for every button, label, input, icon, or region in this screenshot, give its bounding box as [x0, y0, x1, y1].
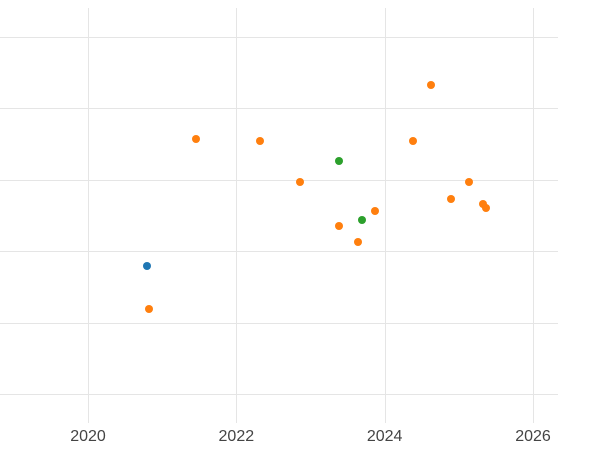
data-point-orange-series [353, 237, 362, 246]
vertical-gridline [384, 8, 386, 423]
data-point-orange-series [446, 195, 455, 204]
horizontal-gridline [0, 251, 558, 253]
x-tick-label: 2024 [366, 428, 403, 445]
data-point-green-series [334, 157, 343, 166]
vertical-gridline [88, 8, 89, 423]
horizontal-gridline [0, 394, 558, 395]
data-point-orange-series [427, 80, 436, 89]
data-point-blue-series [142, 262, 151, 271]
horizontal-gridline [0, 179, 558, 181]
data-point-orange-series [482, 204, 491, 213]
data-point-orange-series [408, 137, 417, 146]
data-point-orange-series [296, 177, 305, 186]
data-point-orange-series [465, 177, 474, 186]
data-point-orange-series [191, 135, 200, 144]
x-tick-label: 2026 [515, 428, 551, 445]
horizontal-gridline [0, 108, 558, 110]
data-point-orange-series [256, 137, 265, 146]
data-point-green-series [358, 215, 367, 224]
x-tick-label: 2022 [218, 428, 255, 445]
horizontal-gridline [0, 37, 558, 38]
vertical-gridline [533, 8, 534, 423]
data-point-orange-series [334, 222, 343, 231]
vertical-gridline [236, 8, 238, 423]
horizontal-gridline [0, 322, 558, 324]
x-tick-label: 2020 [70, 428, 106, 445]
data-point-orange-series [144, 305, 153, 314]
data-point-orange-series [371, 207, 380, 216]
data-point-orange-series [478, 200, 487, 209]
